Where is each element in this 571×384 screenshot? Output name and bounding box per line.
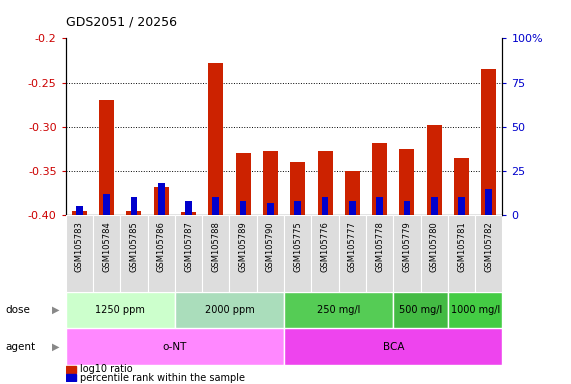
Text: BCA: BCA xyxy=(383,341,404,352)
Bar xyxy=(431,197,437,215)
Bar xyxy=(230,215,257,292)
Text: GSM105776: GSM105776 xyxy=(320,221,329,272)
Bar xyxy=(66,215,93,292)
Bar xyxy=(349,201,356,215)
Bar xyxy=(481,70,496,215)
Text: 1250 ppm: 1250 ppm xyxy=(95,305,145,315)
Bar xyxy=(66,374,75,381)
Bar xyxy=(376,197,383,215)
Text: GSM105789: GSM105789 xyxy=(239,221,248,272)
Bar xyxy=(175,215,202,292)
Text: ▶: ▶ xyxy=(53,341,60,352)
Bar xyxy=(339,215,366,292)
Bar xyxy=(427,125,442,215)
Text: ▶: ▶ xyxy=(53,305,60,315)
Bar xyxy=(208,63,223,215)
Text: 1000 mg/l: 1000 mg/l xyxy=(451,305,500,315)
Text: GSM105780: GSM105780 xyxy=(430,221,439,272)
Bar xyxy=(448,215,475,292)
Text: GSM105783: GSM105783 xyxy=(75,221,84,272)
Bar xyxy=(321,197,328,215)
Text: dose: dose xyxy=(6,305,31,315)
Text: GSM105788: GSM105788 xyxy=(211,221,220,272)
Bar xyxy=(175,292,284,328)
Text: GSM105787: GSM105787 xyxy=(184,221,193,272)
Bar xyxy=(99,100,114,215)
Bar xyxy=(267,203,274,215)
Bar xyxy=(76,206,83,215)
Bar xyxy=(485,189,492,215)
Text: GSM105778: GSM105778 xyxy=(375,221,384,272)
Text: 500 mg/l: 500 mg/l xyxy=(399,305,442,315)
Bar xyxy=(290,162,305,215)
Text: GSM105779: GSM105779 xyxy=(403,221,412,272)
Text: GSM105781: GSM105781 xyxy=(457,221,466,272)
Text: GSM105786: GSM105786 xyxy=(156,221,166,272)
Bar xyxy=(158,183,164,215)
Bar xyxy=(404,201,411,215)
Bar xyxy=(236,153,251,215)
Bar xyxy=(393,292,448,328)
Bar xyxy=(120,215,147,292)
Bar xyxy=(475,215,502,292)
Bar xyxy=(393,215,421,292)
Text: 2000 ppm: 2000 ppm xyxy=(204,305,254,315)
Bar xyxy=(66,328,284,365)
Bar xyxy=(181,212,196,215)
Bar xyxy=(366,215,393,292)
Bar xyxy=(66,292,175,328)
Text: agent: agent xyxy=(6,341,36,352)
Bar xyxy=(284,292,393,328)
Bar xyxy=(202,215,230,292)
Bar xyxy=(72,211,87,215)
Bar xyxy=(400,149,415,215)
Bar xyxy=(66,366,75,372)
Text: GSM105782: GSM105782 xyxy=(484,221,493,272)
Bar xyxy=(212,197,219,215)
Text: percentile rank within the sample: percentile rank within the sample xyxy=(80,373,245,383)
Bar xyxy=(317,151,332,215)
Text: GSM105775: GSM105775 xyxy=(293,221,302,272)
Bar xyxy=(372,142,387,215)
Text: GSM105790: GSM105790 xyxy=(266,221,275,272)
Bar xyxy=(103,194,110,215)
Text: GDS2051 / 20256: GDS2051 / 20256 xyxy=(66,15,176,28)
Text: 250 mg/l: 250 mg/l xyxy=(317,305,360,315)
Bar xyxy=(345,171,360,215)
Text: GSM105785: GSM105785 xyxy=(130,221,138,272)
Bar xyxy=(147,215,175,292)
Text: GSM105777: GSM105777 xyxy=(348,221,357,272)
Bar xyxy=(154,187,168,215)
Bar xyxy=(257,215,284,292)
Bar xyxy=(185,201,192,215)
Bar xyxy=(284,215,311,292)
Bar xyxy=(240,201,247,215)
Bar xyxy=(131,197,137,215)
Text: GSM105784: GSM105784 xyxy=(102,221,111,272)
Bar xyxy=(448,292,502,328)
Bar xyxy=(126,211,142,215)
Bar xyxy=(294,201,301,215)
Text: log10 ratio: log10 ratio xyxy=(80,364,132,374)
Bar xyxy=(454,158,469,215)
Bar xyxy=(458,197,465,215)
Bar xyxy=(311,215,339,292)
Bar xyxy=(421,215,448,292)
Bar xyxy=(284,328,502,365)
Bar xyxy=(263,151,278,215)
Bar xyxy=(93,215,120,292)
Text: o-NT: o-NT xyxy=(163,341,187,352)
